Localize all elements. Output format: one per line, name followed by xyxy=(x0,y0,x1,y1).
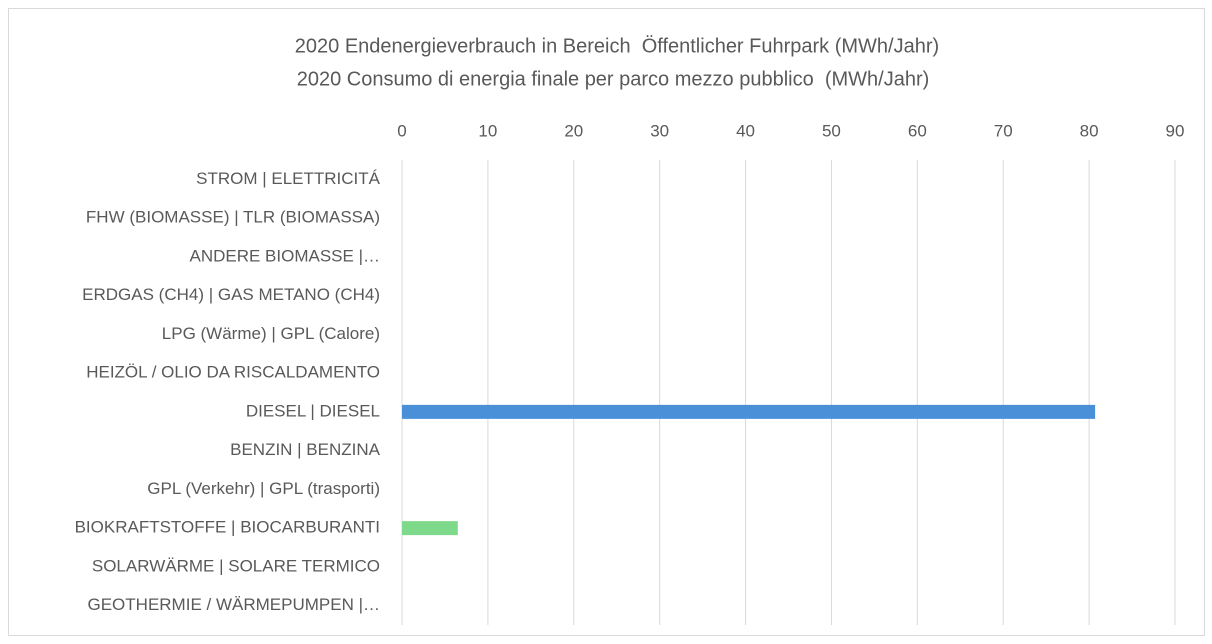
y-tick-label: GPL (Verkehr) | GPL (trasporti) xyxy=(147,479,380,498)
y-tick-label: DIESEL | DIESEL xyxy=(246,401,380,420)
x-tick-label: 50 xyxy=(822,121,841,140)
x-tick-label: 80 xyxy=(1080,121,1099,140)
y-tick-label: GEOTHERMIE / WÄRMEPUMPEN |… xyxy=(88,595,381,614)
x-tick-label: 70 xyxy=(994,121,1013,140)
chart-frame xyxy=(8,8,1205,636)
y-tick-label: ANDERE BIOMASSE |… xyxy=(189,246,380,265)
y-tick-label: BIOKRAFTSTOFFE | BIOCARBURANTI xyxy=(75,518,380,537)
y-tick-label: FHW (BIOMASSE) | TLR (BIOMASSA) xyxy=(86,208,380,227)
x-tick-label: 60 xyxy=(908,121,927,140)
y-tick-label: SOLARWÄRME | SOLARE TERMICO xyxy=(92,556,380,575)
y-tick-label: ERDGAS (CH4) | GAS METANO (CH4) xyxy=(82,285,380,304)
x-tick-label: 0 xyxy=(397,121,406,140)
chart-title: 2020 Endenergieverbrauch in Bereich Öffe… xyxy=(295,35,939,57)
x-tick-label: 30 xyxy=(650,121,669,140)
x-tick-label: 90 xyxy=(1166,121,1185,140)
y-tick-label: BENZIN | BENZINA xyxy=(230,440,381,459)
y-tick-label: STROM | ELETTRICITÁ xyxy=(196,169,381,188)
bar xyxy=(402,404,1096,419)
bar xyxy=(402,521,458,536)
x-tick-label: 20 xyxy=(564,121,583,140)
chart-subtitle: 2020 Consumo di energia finale per parco… xyxy=(297,68,930,90)
x-tick-label: 40 xyxy=(736,121,755,140)
y-tick-label: HEIZÖL / OLIO DA RISCALDAMENTO xyxy=(86,363,380,382)
x-tick-label: 10 xyxy=(478,121,497,140)
y-tick-label: LPG (Wärme) | GPL (Calore) xyxy=(162,324,380,343)
